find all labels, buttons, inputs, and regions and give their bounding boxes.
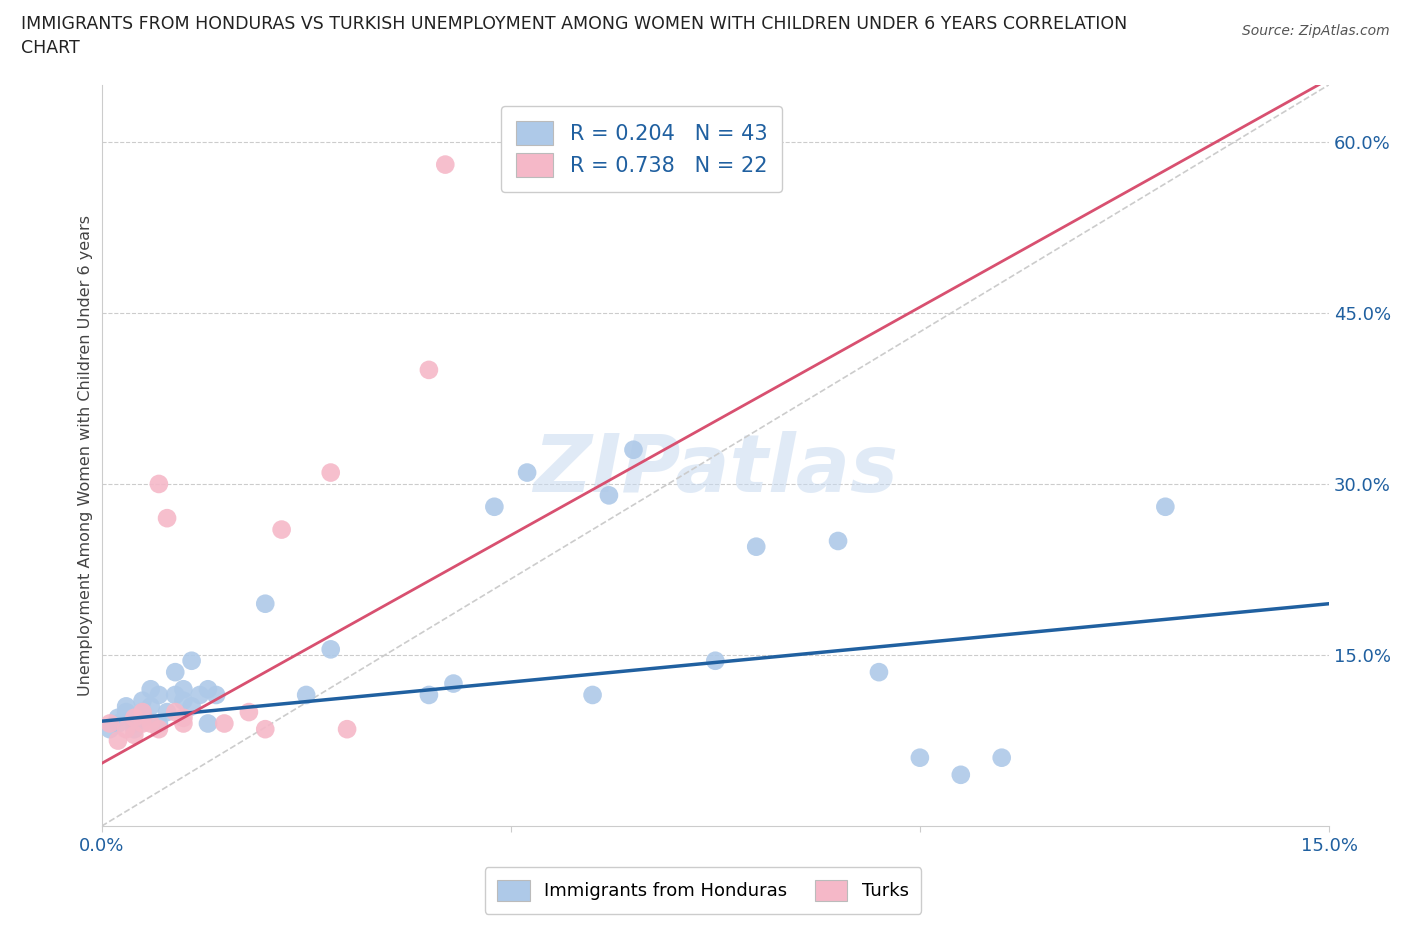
Point — [254, 596, 277, 611]
Point — [172, 682, 194, 697]
Point — [131, 705, 153, 720]
Point — [98, 716, 121, 731]
Y-axis label: Unemployment Among Women with Children Under 6 years: Unemployment Among Women with Children U… — [79, 215, 93, 696]
Point — [131, 711, 153, 725]
Point — [704, 653, 727, 668]
Point — [197, 682, 219, 697]
Point — [107, 711, 129, 725]
Point — [124, 727, 146, 742]
Point — [319, 642, 342, 657]
Point — [165, 687, 187, 702]
Point — [581, 687, 603, 702]
Point — [124, 722, 146, 737]
Point — [868, 665, 890, 680]
Point — [172, 693, 194, 708]
Point — [418, 687, 440, 702]
Point — [598, 488, 620, 503]
Point — [745, 539, 768, 554]
Point — [124, 716, 146, 731]
Point — [156, 705, 179, 720]
Point — [115, 705, 138, 720]
Point — [131, 705, 153, 720]
Point — [434, 157, 457, 172]
Point — [148, 722, 170, 737]
Point — [139, 699, 162, 714]
Point — [197, 716, 219, 731]
Point — [623, 443, 645, 458]
Point — [484, 499, 506, 514]
Point — [180, 699, 202, 714]
Point — [107, 716, 129, 731]
Text: IMMIGRANTS FROM HONDURAS VS TURKISH UNEMPLOYMENT AMONG WOMEN WITH CHILDREN UNDER: IMMIGRANTS FROM HONDURAS VS TURKISH UNEM… — [21, 15, 1128, 33]
Legend: R = 0.204   N = 43, R = 0.738   N = 22: R = 0.204 N = 43, R = 0.738 N = 22 — [501, 106, 782, 192]
Point — [124, 711, 146, 725]
Point — [148, 476, 170, 491]
Point — [139, 682, 162, 697]
Point — [165, 665, 187, 680]
Point — [418, 363, 440, 378]
Text: CHART: CHART — [21, 39, 80, 57]
Point — [107, 733, 129, 748]
Point — [165, 705, 187, 720]
Point — [115, 722, 138, 737]
Point — [990, 751, 1012, 765]
Point — [156, 511, 179, 525]
Point — [98, 722, 121, 737]
Point — [205, 687, 228, 702]
Point — [139, 716, 162, 731]
Point — [319, 465, 342, 480]
Point — [336, 722, 359, 737]
Point — [254, 722, 277, 737]
Point — [214, 716, 236, 731]
Point — [115, 699, 138, 714]
Point — [148, 687, 170, 702]
Text: ZIPatlas: ZIPatlas — [533, 432, 898, 510]
Point — [949, 767, 972, 782]
Point — [131, 693, 153, 708]
Point — [443, 676, 465, 691]
Text: Source: ZipAtlas.com: Source: ZipAtlas.com — [1241, 24, 1389, 38]
Point — [238, 705, 260, 720]
Point — [1154, 499, 1177, 514]
Point — [908, 751, 931, 765]
Legend: Immigrants from Honduras, Turks: Immigrants from Honduras, Turks — [485, 868, 921, 913]
Point — [270, 522, 292, 537]
Point — [516, 465, 538, 480]
Point — [295, 687, 318, 702]
Point — [188, 687, 211, 702]
Point — [827, 534, 849, 549]
Point — [131, 716, 153, 731]
Point — [172, 716, 194, 731]
Point — [148, 716, 170, 731]
Point — [180, 653, 202, 668]
Point — [172, 711, 194, 725]
